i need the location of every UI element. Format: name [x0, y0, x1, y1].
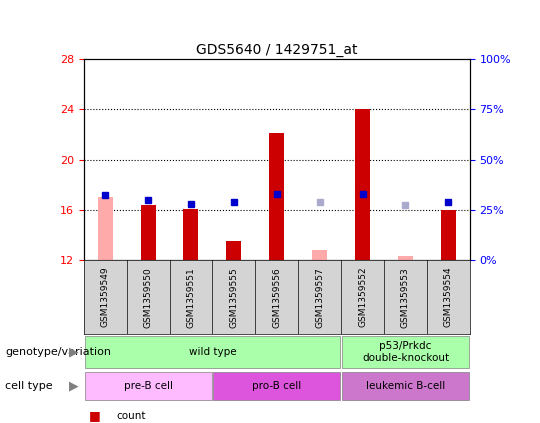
- Text: p53/Prkdc
double-knockout: p53/Prkdc double-knockout: [362, 341, 449, 363]
- Bar: [226, 241, 241, 260]
- Bar: [269, 133, 284, 260]
- Bar: [85, 372, 212, 400]
- Text: ▶: ▶: [69, 346, 78, 359]
- Bar: [98, 198, 113, 260]
- Text: GSM1359557: GSM1359557: [315, 267, 324, 327]
- Title: GDS5640 / 1429751_at: GDS5640 / 1429751_at: [196, 43, 357, 57]
- Text: GSM1359556: GSM1359556: [272, 267, 281, 327]
- Text: GSM1359551: GSM1359551: [186, 267, 195, 327]
- Bar: [342, 372, 469, 400]
- Text: GSM1359552: GSM1359552: [358, 267, 367, 327]
- Text: GSM1359549: GSM1359549: [100, 267, 110, 327]
- Text: GSM1359550: GSM1359550: [144, 267, 153, 327]
- Text: count: count: [116, 411, 146, 420]
- Text: GSM1359553: GSM1359553: [401, 267, 410, 327]
- Bar: [441, 210, 456, 260]
- Bar: [85, 336, 340, 368]
- Bar: [342, 336, 469, 368]
- Text: leukemic B-cell: leukemic B-cell: [366, 381, 445, 391]
- Text: genotype/variation: genotype/variation: [5, 347, 111, 357]
- Text: cell type: cell type: [5, 381, 53, 391]
- Bar: [355, 110, 370, 260]
- Text: GSM1359555: GSM1359555: [230, 267, 238, 327]
- Text: ■: ■: [89, 409, 101, 422]
- Bar: [213, 372, 340, 400]
- Text: ▶: ▶: [69, 379, 78, 393]
- Bar: [140, 205, 156, 260]
- Bar: [312, 250, 327, 260]
- Text: GSM1359554: GSM1359554: [444, 267, 453, 327]
- Text: pro-B cell: pro-B cell: [252, 381, 301, 391]
- Bar: [184, 209, 199, 260]
- Text: wild type: wild type: [188, 347, 236, 357]
- Text: pre-B cell: pre-B cell: [124, 381, 173, 391]
- Bar: [398, 256, 413, 260]
